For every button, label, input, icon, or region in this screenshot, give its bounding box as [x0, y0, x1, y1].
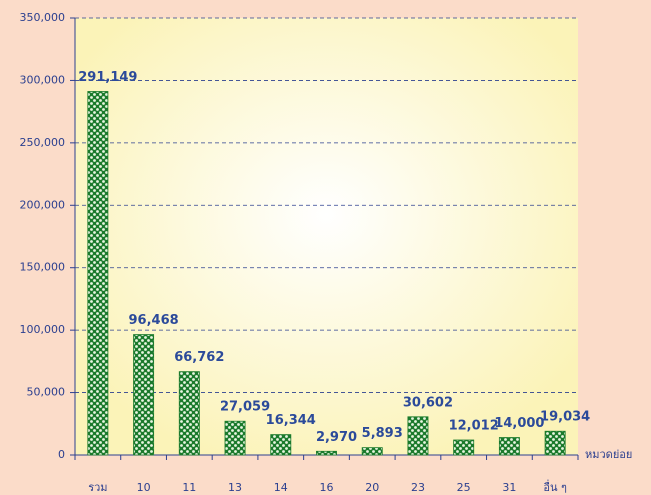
- x-axis-label: หมวดย่อย: [585, 448, 632, 461]
- x-tick-label: 13: [228, 481, 242, 494]
- y-tick-label: 300,000: [20, 73, 66, 86]
- x-tick-label: 23: [411, 481, 425, 494]
- plot-area: [75, 18, 578, 455]
- x-tick-label: 25: [457, 481, 471, 494]
- y-tick-label: 50,000: [27, 386, 66, 399]
- bar: [544, 430, 566, 456]
- y-tick-label: 100,000: [20, 323, 66, 336]
- y-tick-label: 0: [58, 448, 65, 461]
- x-tick-label: 14: [274, 481, 288, 494]
- bar: [316, 450, 337, 456]
- bar: [453, 439, 475, 456]
- y-tick-label: 250,000: [20, 136, 66, 149]
- x-tick-label: อื่น ๆ: [543, 479, 567, 494]
- x-tick-label: 10: [137, 481, 151, 494]
- value-label: 30,602: [403, 395, 453, 410]
- y-tick-label: 350,000: [20, 11, 66, 24]
- bar: [361, 447, 383, 456]
- y-tick-label: 150,000: [20, 261, 66, 274]
- bar: [178, 371, 200, 456]
- bar: [270, 434, 292, 456]
- value-label: 19,034: [540, 410, 590, 425]
- x-tick-label: 16: [320, 481, 334, 494]
- value-label: 291,149: [78, 70, 137, 85]
- x-tick-label: 20: [365, 481, 379, 494]
- value-label: 66,762: [174, 350, 224, 365]
- value-label: 14,000: [494, 416, 544, 431]
- value-label: 12,012: [449, 419, 499, 434]
- bar: [407, 416, 429, 456]
- x-tick-label: รวม: [88, 481, 107, 494]
- bar: [498, 437, 520, 456]
- bar: [87, 91, 109, 456]
- value-label: 2,970: [316, 430, 357, 445]
- value-label: 27,059: [220, 400, 270, 415]
- value-label: 5,893: [362, 426, 403, 441]
- bar: [133, 334, 155, 456]
- y-tick-label: 200,000: [20, 198, 66, 211]
- bar: [224, 420, 246, 456]
- value-label: 16,344: [266, 413, 316, 428]
- x-tick-label: 31: [502, 481, 516, 494]
- x-tick-label: 11: [182, 481, 196, 494]
- value-label: 96,468: [129, 313, 179, 328]
